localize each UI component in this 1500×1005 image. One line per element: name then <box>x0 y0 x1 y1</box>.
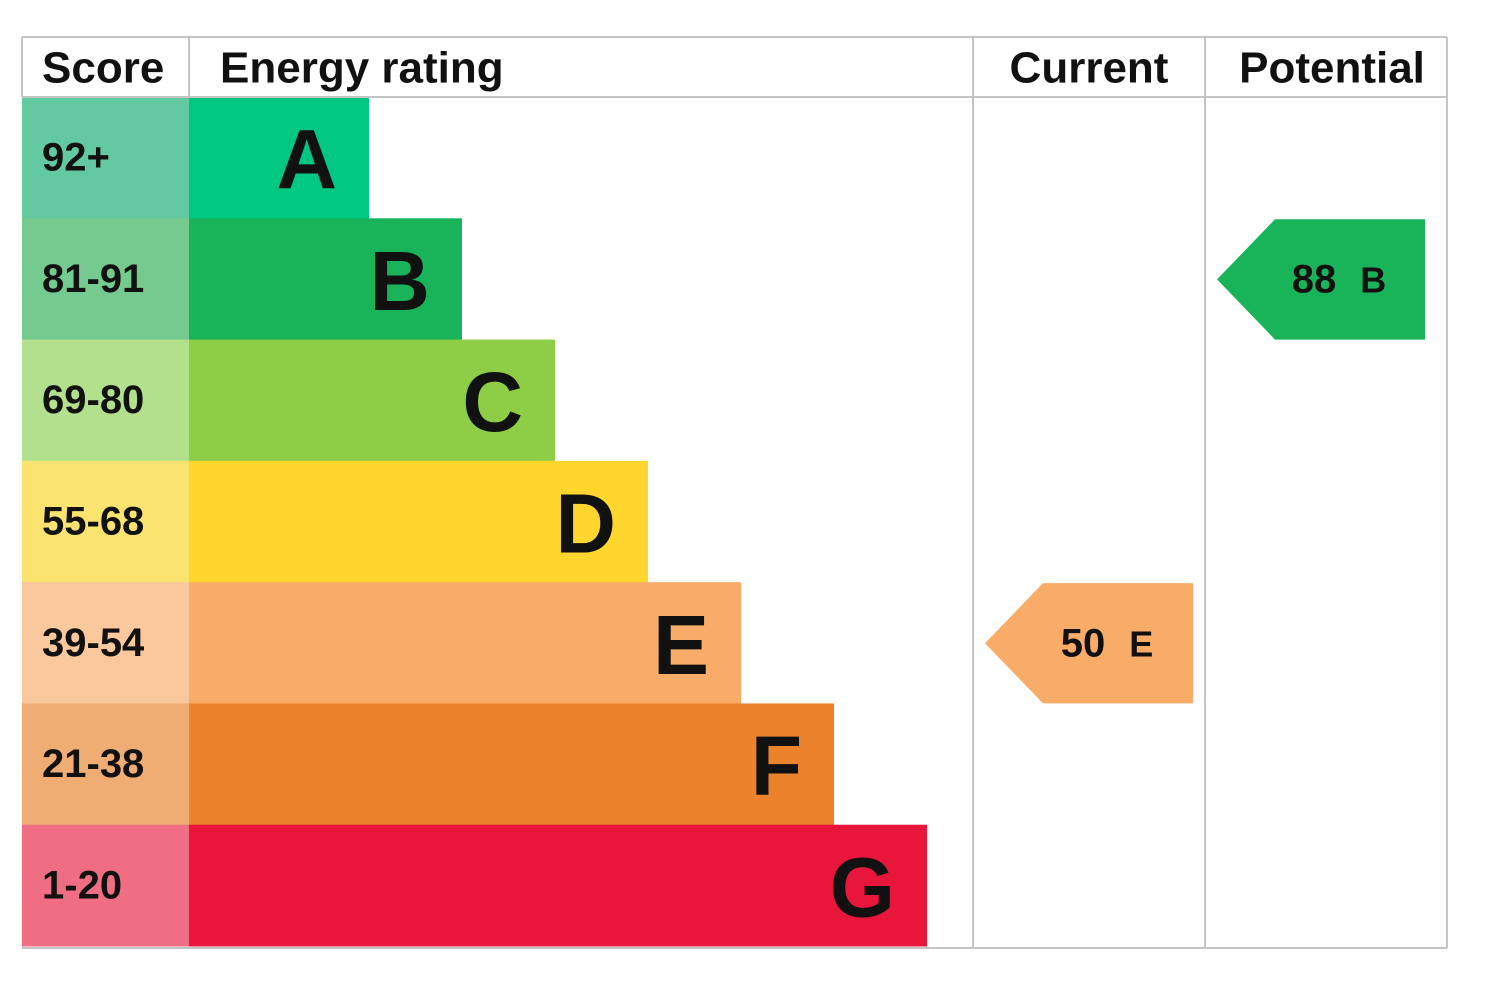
current-score: 50 <box>1061 621 1106 665</box>
rating-letter: D <box>555 477 616 571</box>
score-cell <box>22 824 189 947</box>
rating-bar <box>189 460 648 583</box>
header-current: Current <box>1010 44 1169 93</box>
potential-rating-label: 88 B <box>1292 257 1387 301</box>
potential-rating-arrow <box>1217 219 1425 340</box>
header-energy-rating: Energy rating <box>220 44 504 93</box>
score-cell <box>22 460 189 583</box>
table-rules <box>21 36 1448 949</box>
rating-bar <box>189 824 927 947</box>
score-range: 39-54 <box>42 621 145 665</box>
rating-letter: A <box>276 113 337 207</box>
score-range: 1-20 <box>42 863 122 907</box>
rating-bar <box>189 97 369 219</box>
rating-letter: F <box>751 719 802 813</box>
rating-bar <box>189 218 462 341</box>
rating-letter: G <box>830 840 895 934</box>
score-cell <box>22 703 189 826</box>
header: Score Energy rating Current Potential <box>42 44 1425 93</box>
score-cell <box>22 339 189 462</box>
score-range: 21-38 <box>42 742 144 786</box>
score-range: 69-80 <box>42 378 144 422</box>
rating-bar <box>189 582 741 704</box>
rating-letter: C <box>462 355 523 449</box>
score-cell <box>22 582 189 704</box>
score-cell <box>22 97 189 219</box>
score-range: 81-91 <box>42 257 144 301</box>
rating-bar <box>189 703 834 826</box>
current-band: E <box>1129 623 1153 664</box>
current-rating-label: 50 E <box>1061 621 1154 665</box>
header-score: Score <box>42 44 164 93</box>
score-range: 92+ <box>42 136 110 180</box>
header-potential: Potential <box>1239 44 1425 93</box>
score-cell <box>22 218 189 341</box>
current-rating-arrow <box>985 583 1193 704</box>
potential-band: B <box>1360 259 1386 300</box>
rating-letter: E <box>653 598 709 692</box>
rating-bar <box>189 339 555 462</box>
potential-score: 88 <box>1292 257 1337 301</box>
rating-letter: B <box>369 234 430 328</box>
score-range: 55-68 <box>42 500 144 544</box>
